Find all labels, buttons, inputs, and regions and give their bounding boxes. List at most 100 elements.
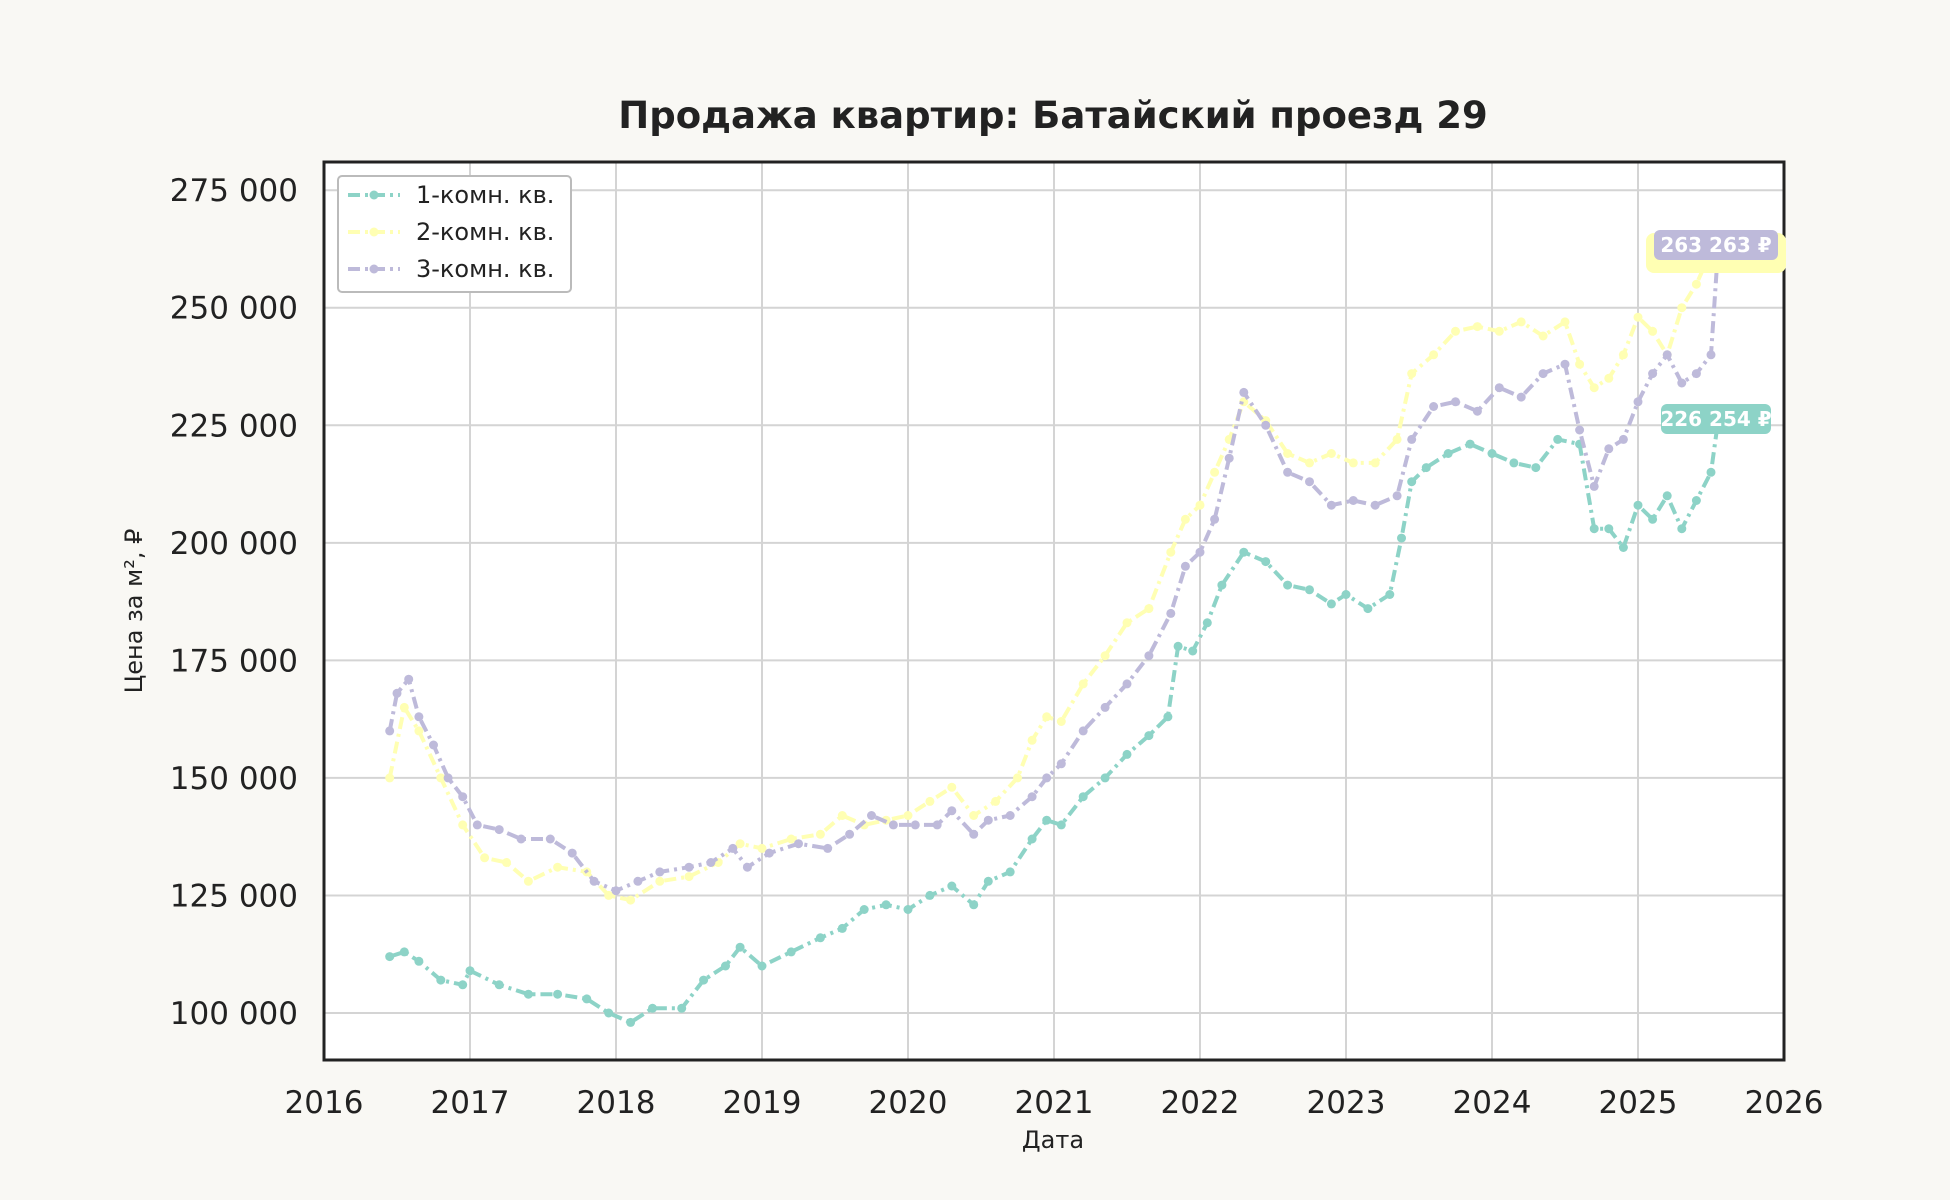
data-point <box>611 886 621 896</box>
data-point <box>699 975 709 985</box>
data-point <box>1516 392 1526 402</box>
data-point <box>1560 359 1570 369</box>
data-point <box>655 867 665 877</box>
data-point <box>1407 434 1417 444</box>
data-point <box>1677 378 1687 388</box>
data-point <box>1239 547 1249 557</box>
data-point <box>837 923 847 933</box>
data-point <box>1677 303 1687 313</box>
data-point <box>1224 453 1234 463</box>
data-point <box>472 820 482 830</box>
data-point <box>1042 815 1052 825</box>
data-point <box>706 858 716 867</box>
data-point <box>1429 350 1439 360</box>
x-tick-label: 2025 <box>1599 1085 1678 1121</box>
data-point <box>1385 590 1395 599</box>
data-point <box>1494 326 1504 336</box>
data-point <box>910 820 920 830</box>
legend-entry: 1-комн. кв. <box>348 181 554 209</box>
data-point <box>983 876 993 886</box>
data-point <box>947 806 957 816</box>
data-point <box>983 815 993 825</box>
legend-entry: 2-комн. кв. <box>348 218 554 246</box>
data-point <box>1538 369 1548 379</box>
data-point <box>589 876 599 886</box>
grid <box>324 162 1784 1060</box>
data-point <box>494 825 504 835</box>
data-point <box>735 942 745 952</box>
data-point <box>436 773 446 783</box>
data-point <box>1618 434 1628 444</box>
data-point <box>633 876 643 886</box>
data-point <box>385 773 395 783</box>
x-tick-label: 2026 <box>1745 1085 1824 1121</box>
data-point <box>458 792 468 802</box>
y-tick-label: 225 000 <box>170 408 298 444</box>
data-point <box>1648 369 1658 379</box>
data-point <box>582 994 592 1004</box>
y-tick-label: 200 000 <box>170 526 298 562</box>
data-point <box>859 905 869 914</box>
data-point <box>1144 731 1154 741</box>
data-point <box>1056 759 1066 769</box>
data-point <box>1472 322 1482 332</box>
data-point <box>399 702 409 712</box>
legend-marker <box>369 190 379 200</box>
y-tick-labels: 100 000 125 000 150 000 175 000 200 000 225 0… <box>170 173 298 1032</box>
data-point <box>604 890 614 900</box>
end-value-badge-bg <box>1654 230 1778 260</box>
data-point <box>1122 679 1132 689</box>
data-point <box>1122 749 1132 759</box>
data-point <box>684 872 694 882</box>
data-point <box>523 876 533 886</box>
y-tick-label: 250 000 <box>170 291 298 327</box>
data-point <box>1202 618 1212 628</box>
x-tick-label: 2024 <box>1453 1085 1532 1121</box>
data-point <box>1326 449 1336 458</box>
data-point <box>1005 811 1015 820</box>
plot-frame <box>322 160 1786 1062</box>
data-point <box>1326 599 1336 609</box>
data-point <box>1166 608 1176 618</box>
data-point <box>436 975 446 985</box>
data-point <box>516 834 526 844</box>
data-point <box>735 839 745 849</box>
data-point <box>1163 712 1173 722</box>
data-point <box>494 980 504 990</box>
data-point <box>385 952 395 962</box>
data-point <box>1348 496 1358 505</box>
data-point <box>728 843 738 853</box>
data-point <box>1122 618 1132 628</box>
data-point <box>757 843 767 853</box>
data-point <box>677 1003 687 1013</box>
data-point <box>1261 557 1271 567</box>
data-point <box>1648 514 1658 524</box>
data-point <box>553 862 563 872</box>
x-tick-label: 2020 <box>869 1085 948 1121</box>
data-point <box>1283 467 1293 477</box>
data-point <box>1100 702 1110 712</box>
data-point <box>969 811 979 820</box>
data-point <box>925 796 935 806</box>
data-point <box>947 782 957 792</box>
data-point <box>1560 317 1570 327</box>
data-point <box>414 726 424 736</box>
data-point <box>1078 726 1088 736</box>
legend-box <box>337 175 572 293</box>
data-point <box>1509 458 1519 468</box>
data-point <box>523 989 533 999</box>
y-axis-label: Цена за м², ₽ <box>120 529 148 694</box>
data-point <box>1538 331 1548 341</box>
data-point <box>458 980 468 990</box>
data-point <box>903 905 913 914</box>
data-point <box>764 848 774 858</box>
data-point <box>655 876 665 886</box>
data-point <box>1553 434 1563 444</box>
data-point <box>429 740 438 750</box>
data-point <box>1013 773 1022 783</box>
data-point <box>480 853 490 863</box>
data-point <box>1188 646 1198 656</box>
data-point <box>392 688 402 698</box>
end-value-label: 263 263 ₽ <box>1660 233 1771 257</box>
